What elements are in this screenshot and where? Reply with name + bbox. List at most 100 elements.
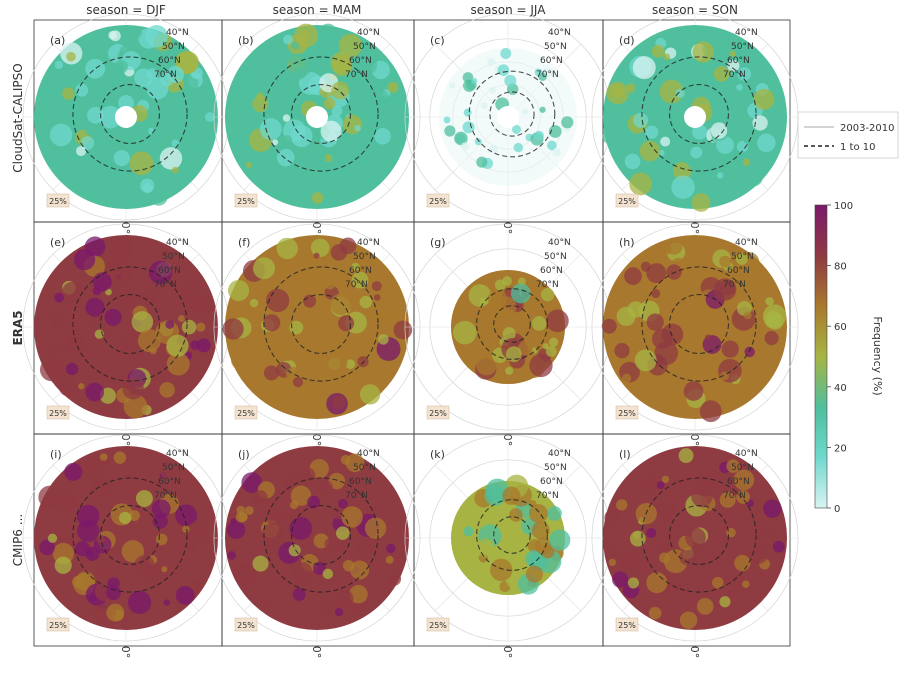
frequency-cell [331, 375, 345, 389]
panel-badge: 25% [618, 409, 636, 418]
frequency-cell [691, 193, 711, 212]
frequency-cell [619, 550, 643, 574]
frequency-cell [765, 296, 774, 306]
frequency-cell [733, 469, 755, 491]
frequency-cell [546, 309, 569, 333]
frequency-cell [642, 476, 660, 494]
frequency-cell [80, 136, 95, 150]
frequency-cell [62, 87, 75, 100]
frequency-cell [295, 272, 316, 293]
frequency-cell [602, 128, 619, 145]
frequency-cell [49, 123, 73, 147]
frequency-cell [727, 59, 740, 72]
frequency-cell [386, 571, 402, 587]
frequency-cell [711, 576, 724, 589]
frequency-cell [165, 320, 175, 329]
frequency-cell [639, 560, 649, 570]
polar-map-panel: 40°N 50°N 60°N 70°N (l) 25% 0° [591, 434, 799, 658]
dashed-contour [476, 499, 548, 571]
frequency-cell [737, 67, 752, 81]
frequency-cell [671, 175, 695, 199]
panel-letter: (j) [238, 448, 250, 461]
frequency-cell [601, 318, 617, 334]
frequency-cell [255, 310, 262, 317]
frequency-cell [227, 550, 237, 560]
frequency-cell [108, 31, 117, 40]
frequency-cell [300, 29, 310, 40]
frequency-cell [763, 499, 782, 518]
frequency-cell [160, 466, 174, 480]
frequency-cell [338, 498, 348, 509]
frequency-cell [311, 192, 324, 204]
latitude-label: 40°N [735, 449, 758, 459]
frequency-cell [334, 589, 354, 609]
latitude-label: 60°N [349, 56, 372, 66]
frequency-cell [96, 534, 105, 544]
frequency-cell [54, 60, 64, 70]
frequency-cell [196, 322, 206, 332]
frequency-cell [253, 257, 276, 280]
latitude-label: 60°N [727, 56, 750, 66]
panel-letter: (c) [430, 34, 445, 47]
colorbar-tick-label: 80 [834, 262, 847, 273]
frequency-cell [736, 84, 743, 91]
polar-map-panel: 40°N 50°N 60°N 70°N (g) 25% 0° [404, 223, 612, 447]
latitude-label: 70°N [536, 280, 559, 290]
frequency-cell [148, 127, 155, 134]
frequency-cell [241, 472, 263, 494]
frequency-cell [444, 125, 456, 137]
frequency-cell [752, 115, 768, 131]
frequency-cell [646, 313, 664, 331]
dashed-contour [263, 56, 379, 172]
frequency-cell [500, 48, 512, 60]
frequency-cell [281, 135, 293, 146]
latitude-label: 40°N [166, 449, 189, 459]
frequency-cell [146, 68, 158, 80]
frequency-cell [166, 65, 185, 84]
frequency-cell [651, 288, 661, 299]
latitude-label: 40°N [357, 28, 380, 38]
row-label-cloudsat: CloudSat-CALIPSO [11, 63, 25, 172]
frequency-cell [113, 451, 127, 464]
colorbar-ticks: 0 20 40 60 80 100 [827, 201, 853, 515]
longitude-tick-label: 0° [688, 434, 701, 447]
dashed-contour [493, 516, 531, 554]
latitude-label: 50°N [162, 42, 185, 52]
frequency-cell [546, 140, 557, 151]
frequency-cell [460, 142, 470, 151]
frequency-cell [474, 138, 482, 146]
longitude-tick-label: 0° [501, 222, 514, 235]
frequency-cell [189, 580, 202, 593]
frequency-cell [497, 64, 510, 76]
frequency-cell [331, 105, 343, 117]
frequency-cell [683, 381, 704, 401]
row-label-cmip6: CMIP6 ... [11, 514, 25, 566]
frequency-cell [161, 566, 168, 573]
frequency-cell [480, 102, 488, 110]
colorbar-tick-label: 60 [834, 322, 847, 333]
panel-badge-box [46, 193, 70, 208]
frequency-cell [665, 237, 683, 255]
panel-badge-box [615, 405, 639, 420]
latitude-label: 50°N [162, 463, 185, 473]
panel-letter: (h) [619, 236, 635, 249]
frequency-cell [38, 485, 62, 509]
latitude-label: 40°N [735, 238, 758, 248]
latitude-label: 40°N [548, 449, 571, 459]
panel-badge-box [426, 617, 450, 632]
frequency-cell [704, 334, 711, 341]
frequency-cell [675, 399, 690, 414]
frequency-cell [476, 156, 488, 168]
longitude-tick-label: 0° [501, 434, 514, 447]
frequency-cell [359, 384, 381, 405]
frequency-cell [531, 521, 550, 540]
frequency-cell [303, 294, 317, 308]
frequency-cell [90, 314, 102, 325]
frequency-cell [509, 508, 523, 522]
frequency-cell [380, 309, 396, 325]
legend-label-solid: 2003-2010 [840, 123, 895, 134]
frequency-cell [639, 140, 661, 162]
frequency-cell [338, 33, 363, 58]
frequency-cell [525, 565, 543, 583]
frequency-cell [261, 522, 285, 547]
